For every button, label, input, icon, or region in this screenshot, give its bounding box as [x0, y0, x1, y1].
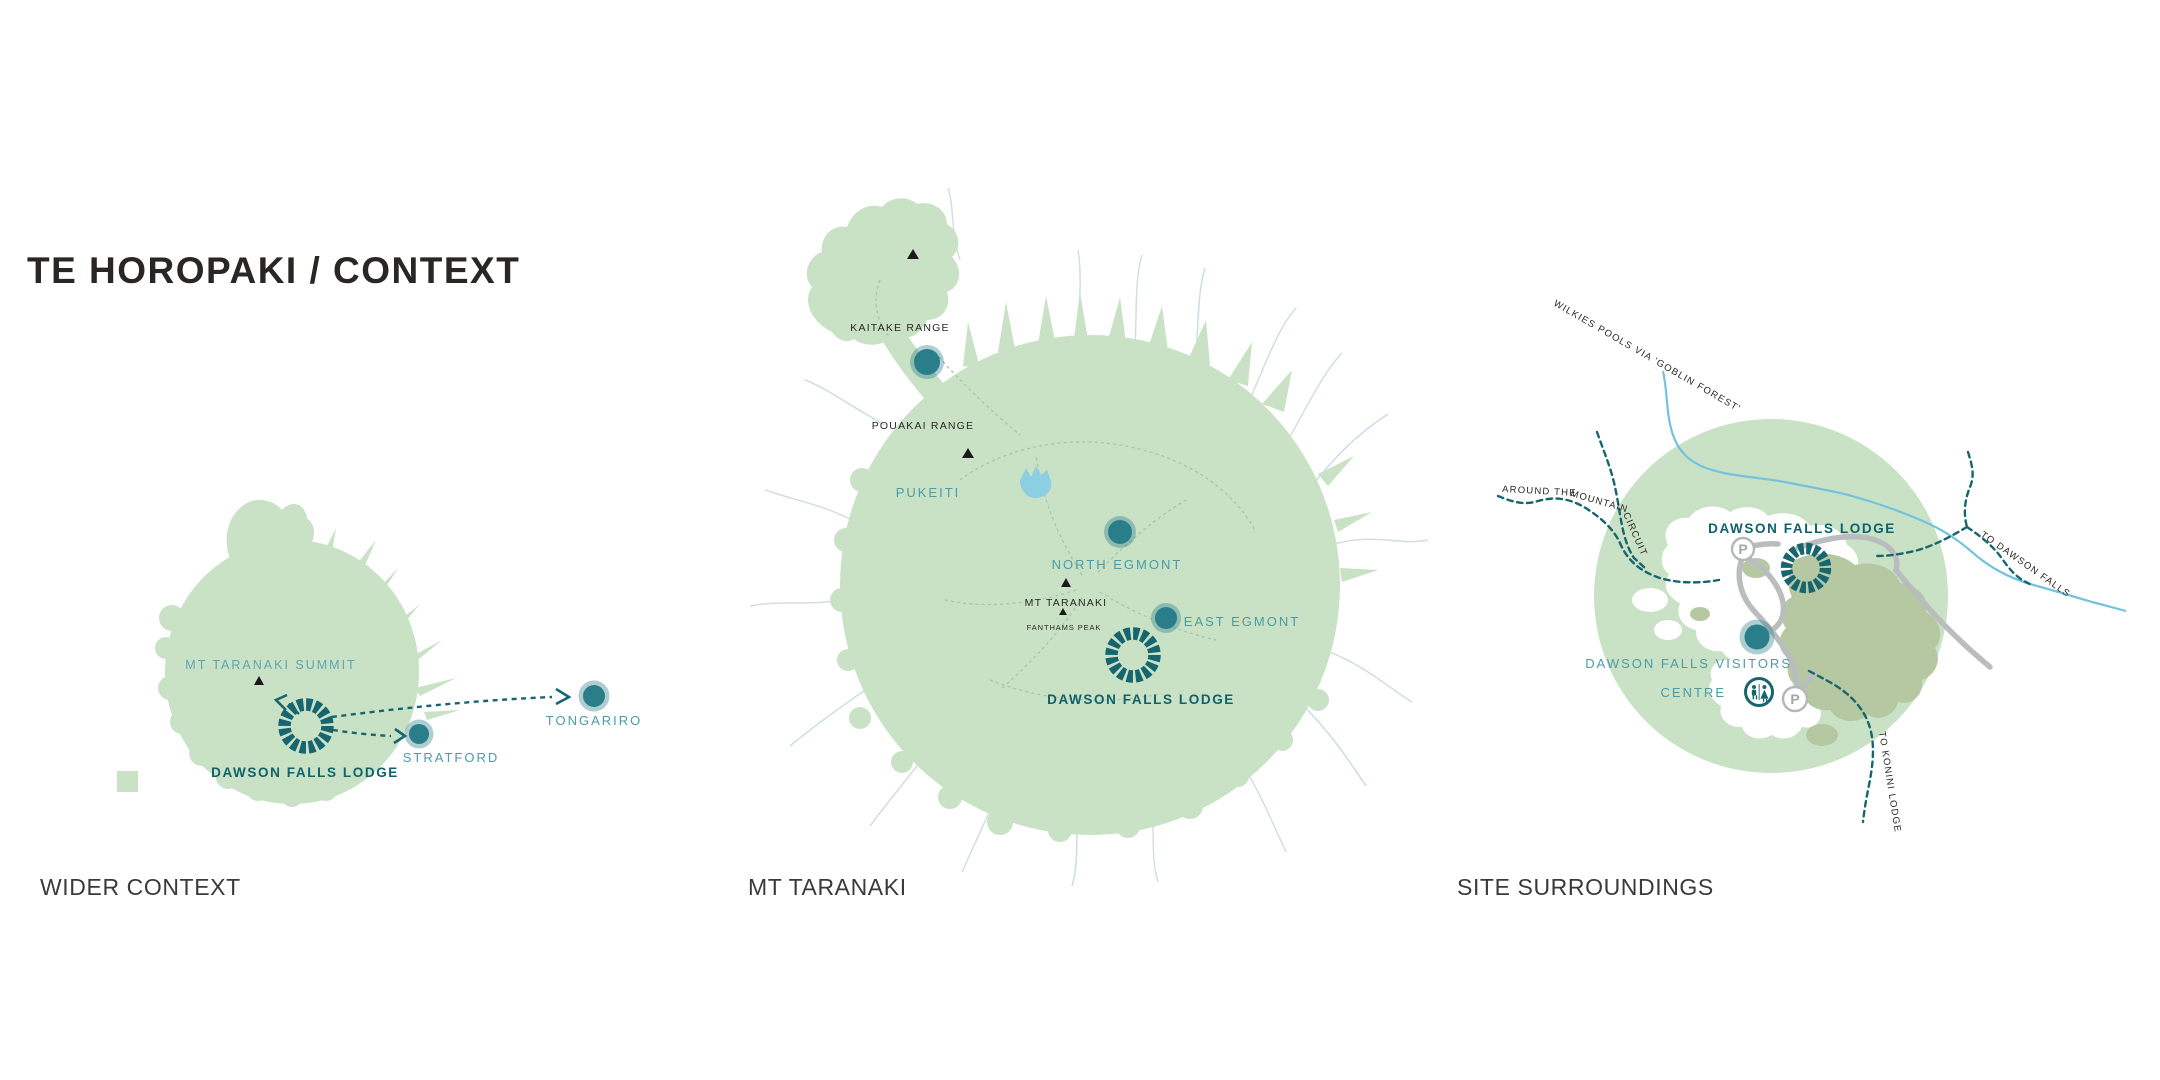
- dawson-falls-lodge-label: DAWSON FALLS LODGE: [1708, 521, 1896, 536]
- page-title: TE HOROPAKI / CONTEXT: [27, 250, 521, 291]
- dawson-falls-lodge-label: DAWSON FALLS LODGE: [1047, 692, 1235, 707]
- visitors-centre-label-line2: CENTRE: [1661, 685, 1726, 700]
- kaitake-marker: [910, 345, 944, 379]
- caption-site-surroundings: SITE SURROUNDINGS: [1457, 874, 1714, 900]
- north-egmont-marker: [1104, 516, 1136, 548]
- route-to-stratford: [332, 728, 392, 738]
- river-line: [1661, 370, 2127, 613]
- visitors-centre-marker: [1739, 619, 1775, 655]
- parking-letter: P: [1790, 691, 1799, 707]
- caption-wider-context: WIDER CONTEXT: [40, 874, 241, 900]
- parking-letter: P: [1738, 541, 1747, 557]
- bush-areas: [1690, 553, 1941, 746]
- around-mountain-label-seg1: AROUND THE: [1502, 484, 1577, 499]
- around-mountain-label-seg2: MOUNTAIN: [1569, 488, 1629, 515]
- caption-mt-taranaki: MT TARANAKI: [748, 874, 907, 900]
- walking-trails: [1496, 430, 2034, 824]
- visitors-centre-label-line1: DAWSON FALLS VISITORS: [1585, 656, 1792, 671]
- dawson-falls-lodge-label: DAWSON FALLS LODGE: [211, 765, 399, 780]
- dashed-ring-marker-lodge: [278, 698, 334, 754]
- pouakai-peak-icon: [962, 448, 974, 458]
- toilets-icon: [1744, 677, 1774, 707]
- lake-shape: [1020, 466, 1052, 499]
- stratford-marker: [404, 719, 434, 749]
- arrowhead-stratford-icon: [393, 727, 408, 745]
- walking-tracks: [875, 279, 1256, 701]
- kaitake-peak-icon: [907, 249, 919, 259]
- pukeiti-label: PUKEITI: [896, 485, 961, 500]
- to-dawson-falls-label: TO DAWSON FALLS: [1978, 529, 2072, 600]
- map-mt-taranaki: KAITAKE RANGE POUAKAI RANGE PUKEITI NORT…: [749, 187, 1429, 887]
- taranaki-region-shape: [117, 499, 460, 807]
- taranaki-peak-icon: [1061, 578, 1071, 587]
- arrowhead-summit-icon: [273, 693, 288, 711]
- map-wider-context: MT TARANAKI SUMMIT DAWSON FALLS LODGE ST…: [117, 499, 643, 807]
- north-egmont-label: NORTH EGMONT: [1052, 557, 1183, 572]
- fanthams-peak-icon: [1059, 608, 1067, 615]
- summit-label: MT TARANAKI SUMMIT: [185, 658, 356, 672]
- fanthams-peak-label: FANTHAMS PEAK: [1027, 623, 1102, 632]
- stratford-label: STRATFORD: [403, 750, 499, 765]
- to-konini-lodge-label: TO KONINI LODGE: [1876, 731, 1903, 834]
- wilkies-pools-trail-label: WILKIES POOLS VIA 'GOBLIN FOREST': [1552, 298, 1743, 415]
- dashed-ring-marker-lodge: [1780, 542, 1832, 594]
- east-egmont-marker: [1151, 603, 1181, 633]
- parking-icon-lodge: P: [1730, 536, 1756, 562]
- east-egmont-label: EAST EGMONT: [1184, 614, 1300, 629]
- tongariro-marker: [578, 680, 610, 712]
- pouakai-range-label: POUAKAI RANGE: [872, 420, 975, 432]
- map-site-surroundings: P P DAWSON FALLS LODGE: [1496, 298, 2127, 834]
- arrowhead-tongariro-icon: [555, 687, 572, 706]
- kaitake-range-label: KAITAKE RANGE: [850, 322, 949, 334]
- route-to-tongariro: [331, 695, 553, 719]
- triangle-peak-icon: [254, 676, 264, 685]
- mt-taranaki-label: MT TARANAKI: [1025, 597, 1108, 609]
- tongariro-label: TONGARIRO: [546, 713, 643, 728]
- national-park-shape: [806, 198, 1378, 842]
- dashed-ring-marker-lodge: [1105, 627, 1161, 683]
- parking-icon-visitors: P: [1781, 685, 1809, 713]
